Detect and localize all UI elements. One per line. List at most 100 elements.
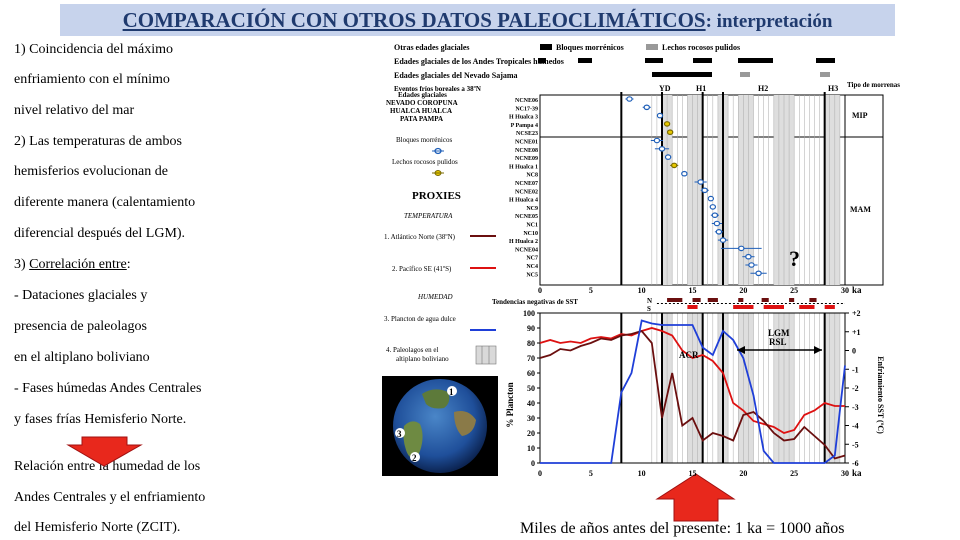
proxy-3: 3. Plancton de agua dulce: [384, 315, 456, 323]
y2-tick-label: -6: [852, 459, 859, 468]
moraine-type-frame: [844, 94, 884, 286]
humidity-label: HUMEDAD: [417, 293, 453, 301]
sample-label: NCNE05: [515, 214, 538, 220]
proxy-2: 2. Pacífico SE (41ºS): [392, 265, 452, 273]
y2-tick-label: -5: [852, 440, 859, 449]
legend-polished: Lechos rocosos pulidos: [662, 43, 740, 52]
site-pata-pampa: PATA PAMPA: [400, 115, 443, 123]
sample-marker: [701, 187, 708, 194]
y2-tick-label: -3: [852, 403, 859, 412]
proxy-polished: Lechos rocosos pulidos: [392, 158, 458, 166]
text-line: diferente manera (calentamiento: [14, 195, 196, 210]
y-tick-label: 90: [527, 324, 535, 333]
acr-label: ACR: [679, 350, 699, 360]
series-line-red: [539, 327, 845, 434]
y-tick-label: 30: [527, 414, 535, 423]
title-bar: COMPARACIÓN CON OTROS DATOS PALEOCLIMÁTI…: [60, 4, 895, 36]
sample-marker: [748, 262, 755, 268]
sst-south-bar: [824, 305, 835, 309]
x-tick-label: 30: [841, 286, 849, 295]
sample-label: H Hualca 3: [509, 115, 538, 121]
sample-marker: [711, 212, 719, 219]
moraine-type-label: Tipo de morrenas: [847, 81, 900, 89]
sample-label: NC17-39: [515, 106, 538, 112]
text-line: hemisferios evolucionan de: [14, 164, 168, 179]
sample-marker: [707, 195, 715, 202]
sajama-bar: [652, 72, 712, 77]
text-line: diferencial después del LGM).: [14, 226, 186, 241]
y2-tick-label: +2: [852, 309, 861, 318]
sample-marker: [697, 179, 704, 185]
sst-north-bar: [789, 298, 795, 302]
event-h3: H3: [828, 84, 838, 93]
x-tick-label: 10: [638, 469, 646, 478]
sst-s: S: [647, 305, 651, 313]
sample-marker: [709, 204, 717, 210]
ka-label-bottom: ka: [852, 468, 862, 478]
sample-marker: [719, 237, 727, 243]
y-tick-label: 70: [527, 354, 535, 363]
glacial-ages-title: Edades glaciales: [398, 91, 447, 99]
sst-north-bar: [692, 298, 701, 302]
y-tick-label: 0: [531, 459, 535, 468]
sample-label: NCNE09: [515, 156, 538, 162]
legend-tropical-andes: Edades glaciales de los Andes Tropicales…: [394, 57, 564, 66]
proxy-4b: altiplano boliviano: [396, 355, 449, 363]
y-tick-label: 50: [527, 384, 535, 393]
proxies-title: PROXIES: [412, 190, 461, 202]
rsl-label: RSL: [769, 337, 787, 347]
sample-label: H Hualca 4: [509, 198, 538, 204]
sample-marker: [738, 245, 745, 252]
caption: Miles de años antes del presente: 1 ka =…: [520, 520, 845, 537]
shaded-zone: [687, 95, 703, 285]
series-line-blue: [540, 319, 846, 464]
sst-south-bar: [763, 305, 784, 309]
sst-north-bar: [809, 298, 817, 302]
tropical-bar: [816, 58, 835, 63]
text-line: 2) Las temperaturas de ambos: [14, 134, 182, 149]
y-tick-label: 100: [523, 309, 535, 318]
sajama-polished-bar: [740, 72, 750, 77]
slide-title: COMPARACIÓN CON OTROS DATOS PALEOCLIMÁTI…: [122, 7, 833, 32]
sample-label: NCNE04: [515, 247, 538, 253]
x-tick-label: 10: [638, 286, 646, 295]
sst-label: Tendencias negativas de SST: [492, 298, 578, 306]
y-tick-label: 40: [527, 399, 535, 408]
text-line: y fases frías Hemisferio Norte.: [14, 412, 187, 427]
text-line: enfriamiento con el mínimo: [14, 72, 170, 87]
sst-north-bar: [667, 298, 683, 302]
y2-tick-label: -1: [852, 365, 859, 374]
legend-moraine-swatch: [540, 44, 552, 50]
y2-tick-label: +1: [852, 328, 861, 337]
sample-marker: [755, 270, 762, 277]
text-line-correlation: 3) Correlación entre:: [14, 257, 131, 272]
sample-marker: [643, 104, 650, 111]
shaded-zone: [824, 313, 840, 463]
proxy-4a: 4. Paleolagos en el: [386, 346, 439, 354]
sample-label: NC10: [523, 231, 538, 237]
event-h1: H1: [696, 84, 706, 93]
sample-marker: [671, 162, 678, 169]
x-tick-label: 30: [841, 469, 849, 478]
sample-marker: [658, 146, 666, 152]
cold-events-label: Eventos fríos boreales a 38ºN: [394, 85, 481, 93]
sample-label: NC4: [526, 264, 538, 270]
sample-label: NCNE06: [515, 98, 538, 104]
sample-marker: [653, 137, 661, 144]
sample-label: P Pampa 4: [511, 123, 538, 129]
globe-label: 3: [397, 429, 402, 439]
sample-marker: [715, 229, 723, 235]
sample-label: H Hualca 2: [509, 239, 538, 245]
x-tick-label: 20: [739, 286, 747, 295]
relation-line: Andes Centrales y el enfriamiento: [14, 490, 206, 505]
globe-label: 1: [449, 387, 454, 397]
y-plankton-label: % Plancton: [505, 382, 515, 427]
shaded-zone: [824, 95, 840, 285]
y2-tick-label: -4: [852, 422, 859, 431]
tropical-bar: [578, 58, 592, 63]
sample-label: NCSE23: [516, 131, 538, 137]
site-coropuna: NEVADO COROPUNA: [386, 99, 458, 107]
question-mark: ?: [789, 246, 800, 271]
globe-image: 1 3 2: [382, 376, 498, 476]
